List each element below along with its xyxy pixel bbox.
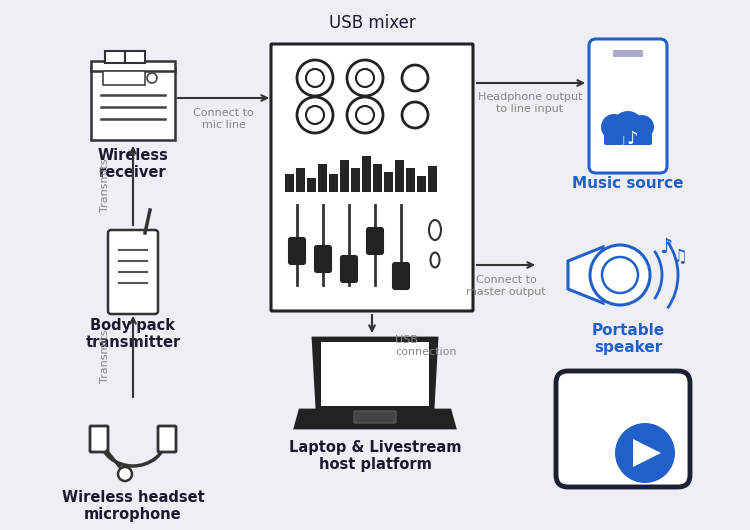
Polygon shape [295,410,455,428]
Bar [384,172,393,192]
Circle shape [306,69,324,87]
Bar [406,168,415,192]
Circle shape [602,257,638,293]
Text: Portable
speaker: Portable speaker [592,323,664,356]
Circle shape [356,69,374,87]
FancyBboxPatch shape [613,50,643,57]
FancyBboxPatch shape [315,246,331,272]
FancyBboxPatch shape [90,426,108,452]
FancyBboxPatch shape [271,44,473,311]
Text: ♩: ♩ [618,136,626,151]
Circle shape [306,106,324,124]
Text: USB mixer: USB mixer [328,14,416,32]
Bar [91,61,175,71]
Text: Body pack
transmitter: Body pack transmitter [86,318,181,350]
Circle shape [630,115,654,139]
Circle shape [118,467,132,481]
FancyBboxPatch shape [556,371,690,487]
Polygon shape [313,338,437,410]
Bar [373,164,382,192]
FancyBboxPatch shape [393,263,409,289]
Bar [362,156,371,192]
Bar [285,174,294,192]
Circle shape [615,423,675,483]
Circle shape [402,65,428,91]
Bar [105,51,125,63]
Ellipse shape [430,252,439,268]
FancyBboxPatch shape [108,230,158,314]
FancyBboxPatch shape [91,68,175,140]
Text: ♪: ♪ [659,237,673,257]
Ellipse shape [429,220,441,240]
Text: Transmits: Transmits [100,158,110,213]
Polygon shape [568,247,603,303]
Circle shape [147,73,157,83]
Text: Connect to
mic line: Connect to mic line [194,108,254,130]
Text: Connect to
master output: Connect to master output [466,275,546,297]
Text: ♫: ♫ [672,248,688,266]
Circle shape [356,106,374,124]
FancyBboxPatch shape [354,411,396,423]
Bar [395,160,404,192]
Bar [340,160,349,192]
FancyBboxPatch shape [103,71,145,85]
Circle shape [590,245,650,305]
Bar [417,176,426,192]
FancyBboxPatch shape [589,39,667,173]
Circle shape [297,60,333,96]
Circle shape [402,102,428,128]
Text: Music source: Music source [572,176,684,191]
Text: Transmits: Transmits [100,330,110,383]
Bar [321,342,429,406]
Bar [296,168,305,192]
Bar [125,51,145,63]
Text: ♪: ♪ [626,130,638,148]
FancyBboxPatch shape [341,256,357,282]
Text: USB
connection: USB connection [395,335,457,357]
Polygon shape [633,439,661,467]
Bar [428,166,437,192]
Circle shape [347,60,383,96]
Circle shape [297,97,333,133]
Bar [307,178,316,192]
FancyBboxPatch shape [289,238,305,264]
Text: Wireless
receiver: Wireless receiver [98,148,169,180]
FancyBboxPatch shape [604,123,652,145]
FancyBboxPatch shape [367,228,383,254]
Text: Wireless headset
microphone: Wireless headset microphone [62,490,204,523]
Bar [318,164,327,192]
Text: Headphone output
to line input: Headphone output to line input [478,92,582,113]
FancyBboxPatch shape [158,426,176,452]
Text: Laptop & Livestream
host platform: Laptop & Livestream host platform [289,440,461,472]
Circle shape [347,97,383,133]
Bar [351,168,360,192]
Bar [329,174,338,192]
Circle shape [612,111,644,143]
Circle shape [601,114,627,140]
